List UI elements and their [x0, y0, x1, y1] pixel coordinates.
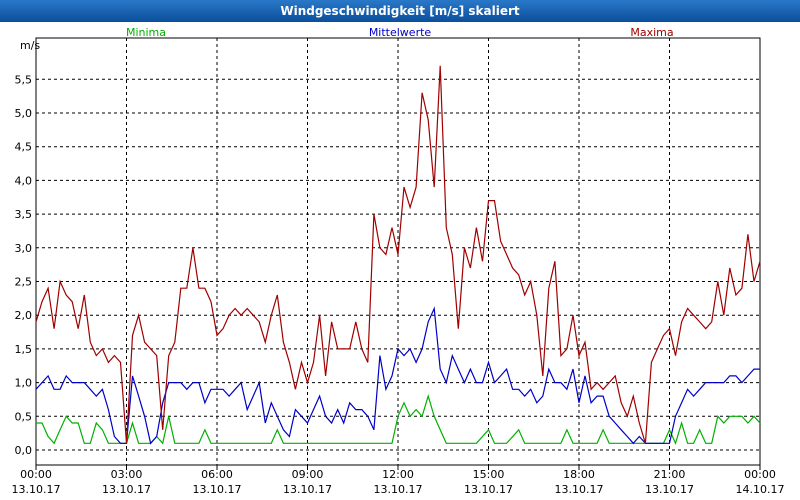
- wind-speed-chart: 0,0 0,5 1,0 1,5 2,0 2,5 3,0 3,5 4,0 4,5 5,0 5,5 00:…: [12, 26, 785, 496]
- x-tick-time: 12:00: [382, 468, 414, 481]
- y-tick-label: 1,0: [15, 377, 33, 390]
- y-axis-ticks: 0,0 0,5 1,0 1,5 2,0 2,5 3,0 3,5 4,0 4,5 5,0 5,5: [15, 73, 33, 457]
- x-tick-date: 13.10.17: [283, 483, 332, 496]
- x-tick-date: 13.10.17: [102, 483, 151, 496]
- x-tick-time: 03:00: [111, 468, 143, 481]
- x-tick-time: 09:00: [292, 468, 324, 481]
- y-tick-label: 3,5: [15, 208, 33, 221]
- data-series: [35, 65, 761, 446]
- series-mittelwerte-line: [35, 306, 760, 445]
- y-tick-label: 1,5: [15, 343, 33, 356]
- y-tick-label: 0,5: [15, 410, 33, 423]
- y-tick-label: 4,0: [15, 174, 33, 187]
- y-tick-label: 3,0: [15, 242, 33, 255]
- legend-minima: Minima: [126, 26, 166, 39]
- x-tick-date: 14.10.17: [736, 483, 785, 496]
- x-tick-time: 00:00: [20, 468, 52, 481]
- y-tick-label: 5,0: [15, 107, 33, 120]
- x-tick-date: 13.10.17: [645, 483, 694, 496]
- y-tick-label: 4,5: [15, 141, 33, 154]
- legend-maxima: Maxima: [630, 26, 673, 39]
- x-tick-time: 21:00: [654, 468, 686, 481]
- y-axis-label: m/s: [20, 39, 40, 52]
- x-tick-date: 13.10.17: [555, 483, 604, 496]
- x-tick-time: 00:00: [744, 468, 776, 481]
- y-tick-label: 5,5: [15, 73, 33, 86]
- x-tick-date: 13.10.17: [12, 483, 61, 496]
- x-tick-time: 06:00: [201, 468, 233, 481]
- y-tick-label: 2,5: [15, 276, 33, 289]
- y-tick-label: 0,0: [15, 444, 33, 457]
- x-tick-date: 13.10.17: [193, 483, 242, 496]
- x-tick-time: 18:00: [563, 468, 595, 481]
- y-tick-label: 2,0: [15, 309, 33, 322]
- series-minima-line: [36, 394, 761, 446]
- x-tick-time: 15:00: [473, 468, 505, 481]
- series-maxima-line: [35, 65, 761, 444]
- window-title: Windgeschwindigkeit [m/s] skaliert: [0, 0, 800, 22]
- legend-mittelwerte: Mittelwerte: [369, 26, 432, 39]
- x-axis-ticks: 00:00 13.10.17 03:00 13.10.17 06:00 13.10.17 0…: [12, 465, 785, 496]
- x-tick-date: 13.10.17: [374, 483, 423, 496]
- x-tick-date: 13.10.17: [464, 483, 513, 496]
